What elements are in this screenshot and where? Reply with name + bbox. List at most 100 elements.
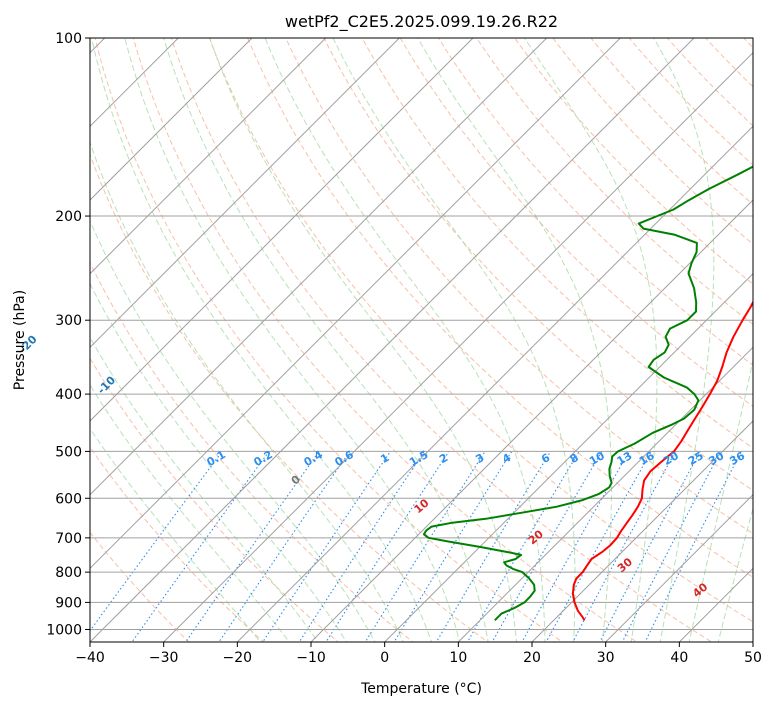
y-tick-label: 300 [55,313,82,329]
dry-adiabat-line [704,38,753,88]
moist-adiabat-line [90,427,261,642]
moist-adiabat-line [90,336,319,642]
mixing-ratio-line [218,451,351,642]
isotherm-line [531,420,753,642]
isotherm-line [457,346,753,642]
mixing-ratio-label: 6 [539,451,552,466]
x-axis-ticks: −40 −30 −20 −10 0 10 20 30 40 50 [75,642,762,666]
isotherm-line [236,125,753,642]
dry-adiabat-line [170,38,713,642]
dry-adiabat-line [90,153,489,642]
mixing-ratio-label: 25 [686,449,706,468]
mixing-ratio-line [545,451,652,642]
isotherm-line [310,199,753,642]
isotherm-line [90,38,401,349]
y-tick-label: 700 [55,531,82,547]
chart-title: wetPf2_C2E5.2025.099.19.26.R22 [285,12,558,32]
x-tick-label: −10 [296,650,326,666]
moist-adiabat-line [417,38,612,642]
dry-adiabat-line [476,38,753,326]
dry-adiabat-line [94,38,564,642]
y-axis-ticks: 100 200 300 400 500 600 700 800 900 1000 [46,31,90,638]
isotherm-line [604,493,753,642]
mixing-ratio-label: 1 [378,451,391,466]
isotherm-line [90,38,253,201]
x-tick-label: 40 [670,650,688,666]
moist-adiabat-line [688,357,753,642]
dry-adiabat-line [90,357,340,642]
mixing-ratio-label: 4 [500,451,513,466]
moist-adiabat-line [90,282,348,642]
dry-adiabat-line [285,38,753,535]
mixing-ratio-label: 2 [437,451,450,466]
dry-adiabat-line [90,261,414,642]
dry-adiabat-line [437,38,753,366]
moist-adiabat-line [653,38,715,642]
y-axis-label: Pressure (hPa) [12,290,28,390]
dry-adiabat-line [399,38,753,408]
mixing-ratio-line [262,451,391,642]
mixing-ratio-line [393,451,513,642]
mixing-ratio-line [131,451,270,642]
mixing-ratio-line [621,451,722,642]
background-lines [90,25,775,654]
mixing-ratio-line [491,451,603,642]
plot-frame [89,37,754,643]
moist-adiabat-line [124,38,461,642]
isotherm-line [383,272,753,642]
x-tick-label: −20 [223,650,253,666]
moist-adiabat-line [90,219,376,642]
moist-adiabat-label: 20 [526,527,546,547]
y-tick-label: 1000 [46,622,82,638]
dry-adiabat-line [208,38,753,623]
x-axis-label: Temperature (°C) [360,681,482,697]
x-tick-label: −40 [75,650,105,666]
sounding-traces [423,165,753,622]
mixing-ratio-line [185,451,320,642]
y-tick-label: 800 [55,565,82,581]
isotherm-line [90,38,695,642]
temperature-trace [571,300,753,621]
y-tick-label: 200 [55,209,82,225]
dry-adiabat-line [769,25,775,654]
dewpoint-trace [423,165,753,622]
dry-adiabat-label: -10 [95,373,118,396]
x-tick-label: 20 [523,650,541,666]
dry-adiabat-line [628,38,753,166]
x-tick-label: −30 [149,650,179,666]
isotherm-line [90,38,548,496]
x-tick-label: 10 [449,650,467,666]
dry-adiabat-line [361,38,753,449]
isotherm-line [90,38,474,422]
mixing-ratio-line [90,451,223,632]
dry-adiabat-line [514,38,753,285]
isotherm-line [678,567,753,642]
dry-adiabat-line [666,38,753,127]
mixing-ratio-line [466,451,580,642]
moist-adiabat-line [209,38,518,642]
isotherm-line [90,38,622,570]
dry-adiabat-line [552,38,753,245]
moist-adiabat-line [717,506,753,642]
dry-adiabat-line [90,446,265,642]
moist-adiabat-label: 40 [690,580,710,600]
y-tick-label: 100 [55,31,82,47]
mixing-ratio-line [298,451,425,642]
y-tick-label: 900 [55,595,82,611]
moist-adiabat-line [91,38,433,642]
x-tick-label: 30 [597,650,615,666]
isotherm-line [162,51,753,642]
isotherm-line [90,38,327,275]
y-tick-label: 500 [55,444,82,460]
moist-adiabat-line [90,140,404,642]
dry-adiabat-line [323,38,753,492]
dry-adiabat-line [590,38,753,206]
x-tick-label: 50 [744,650,762,666]
x-tick-label: 0 [380,650,389,666]
dry-adiabat-line [247,38,753,578]
moist-adiabat-line [90,384,290,642]
dry-adiabat-line [132,38,638,642]
y-tick-label: 400 [55,387,82,403]
isobar-gridlines [90,38,753,630]
